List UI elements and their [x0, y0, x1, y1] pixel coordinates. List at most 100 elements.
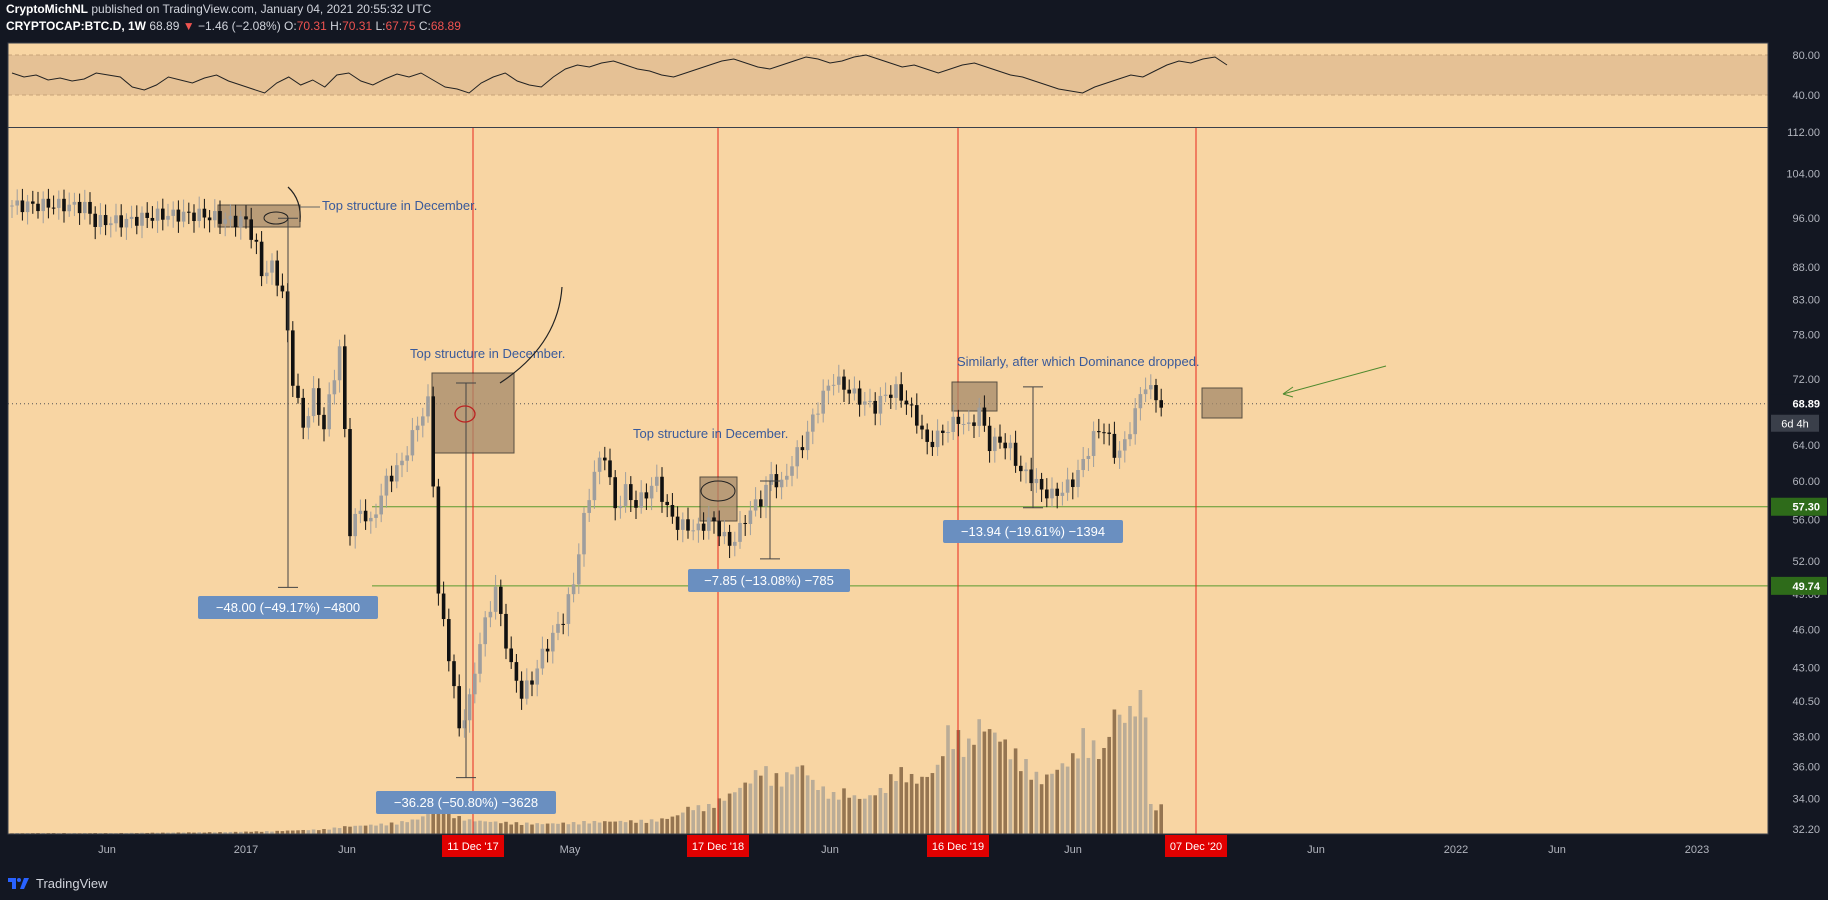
candle-body: [374, 514, 378, 518]
volume-bar: [904, 782, 909, 834]
candle-body: [551, 632, 555, 652]
volume-bar: [161, 832, 165, 834]
candle-body: [868, 400, 872, 402]
price-axis-label: 83.00: [1792, 295, 1820, 307]
price-axis-label: 43.00: [1792, 662, 1820, 674]
candle-body: [1003, 442, 1007, 449]
symbol-label[interactable]: CRYPTOCAP:BTC.D, 1W: [6, 19, 147, 33]
volume-bar: [1138, 690, 1143, 834]
volume-bar: [1055, 769, 1059, 834]
volume-bar: [660, 818, 664, 834]
volume-bar: [1024, 759, 1028, 834]
volume-bar: [753, 770, 758, 834]
volume-bar: [805, 775, 810, 834]
low-value: 67.75: [385, 19, 416, 33]
candle-body: [15, 200, 19, 206]
measure-label-box: [376, 791, 556, 814]
candle-body: [1097, 431, 1101, 433]
pane-divider: [8, 127, 1768, 128]
candle-body: [571, 584, 576, 595]
candle-body: [353, 513, 357, 537]
volume-bar: [239, 831, 243, 834]
volume-bar: [296, 830, 300, 834]
volume-bar: [452, 818, 456, 834]
volume-bar: [769, 785, 773, 834]
candle-body: [977, 407, 981, 426]
price-axis-label: 40.50: [1792, 696, 1820, 708]
volume-bar: [1117, 714, 1122, 834]
candle-body: [1055, 488, 1059, 496]
date-marker-badge: [1165, 835, 1227, 857]
down-arrow-icon: ▼: [182, 19, 195, 33]
volume-bar: [467, 819, 472, 834]
volume-bar: [987, 729, 992, 834]
candle-body: [655, 476, 659, 486]
price-axis-label: 88.00: [1792, 262, 1820, 274]
candle-body: [722, 531, 727, 537]
candle-body: [629, 484, 633, 501]
candle-body: [904, 400, 909, 405]
candle-body: [483, 617, 487, 645]
volume-bar: [941, 756, 945, 834]
volume-bar: [951, 749, 955, 834]
volume-bar: [379, 823, 383, 834]
volume-bar: [644, 822, 649, 834]
candle-body: [946, 431, 950, 433]
volume-bar: [249, 831, 253, 834]
volume-bar: [1086, 757, 1091, 834]
change-value: −1.46 (−2.08%): [197, 19, 281, 33]
price-axis-label: 34.00: [1792, 794, 1820, 806]
trend-arrow: [1282, 365, 1387, 395]
volume-bar: [1143, 717, 1148, 834]
volume-bar: [712, 807, 716, 834]
volume-bar: [889, 774, 893, 834]
candle-body: [837, 376, 841, 385]
author-name[interactable]: CryptoMichNL: [6, 2, 88, 16]
level-badge: [1771, 497, 1827, 516]
volume-bar: [525, 822, 529, 834]
candle-body: [1081, 458, 1085, 471]
volume-bar: [519, 824, 524, 834]
candle-body: [842, 376, 846, 390]
candle-body: [135, 216, 139, 226]
volume-bar: [670, 816, 675, 834]
volume-bar: [426, 813, 430, 834]
candle-body: [1143, 389, 1148, 395]
volume-bar: [665, 818, 669, 834]
circle-marker: [454, 405, 476, 423]
volume-bar: [592, 820, 597, 834]
candle-body: [603, 457, 607, 461]
volume-bar: [478, 820, 482, 834]
volume-bar: [727, 793, 732, 834]
volume-bar: [972, 744, 976, 834]
candle-body: [233, 215, 238, 228]
level-badge-text: 49.74: [1792, 581, 1820, 593]
candle-body: [223, 219, 227, 224]
candle-body: [31, 201, 35, 204]
volume-bar: [743, 782, 747, 834]
candle-body: [51, 207, 56, 209]
time-axis-label: Jun: [1307, 844, 1325, 856]
tradingview-logo[interactable]: TradingView: [8, 876, 108, 891]
candle-body: [1045, 489, 1049, 499]
volume-bar: [925, 776, 929, 834]
volume-bar: [759, 775, 763, 834]
volume-bar: [462, 820, 467, 834]
volume-bar: [935, 764, 940, 834]
level-badge-text: 57.30: [1792, 502, 1820, 514]
volume-bar: [202, 832, 207, 834]
candle-body: [618, 505, 623, 509]
candle-body: [1013, 442, 1018, 466]
candle-body: [98, 215, 103, 227]
candle-body: [41, 198, 45, 212]
volume-bar: [946, 725, 950, 834]
volume-bar: [655, 821, 659, 834]
candle-body: [150, 217, 155, 221]
chart-background: [8, 43, 1768, 834]
volume-bar: [1071, 753, 1075, 834]
candle-body: [488, 611, 493, 618]
candle-body: [1128, 434, 1132, 440]
annotation-text: Similarly, after which Dominance dropped…: [957, 354, 1200, 369]
volume-bar: [1133, 716, 1137, 834]
